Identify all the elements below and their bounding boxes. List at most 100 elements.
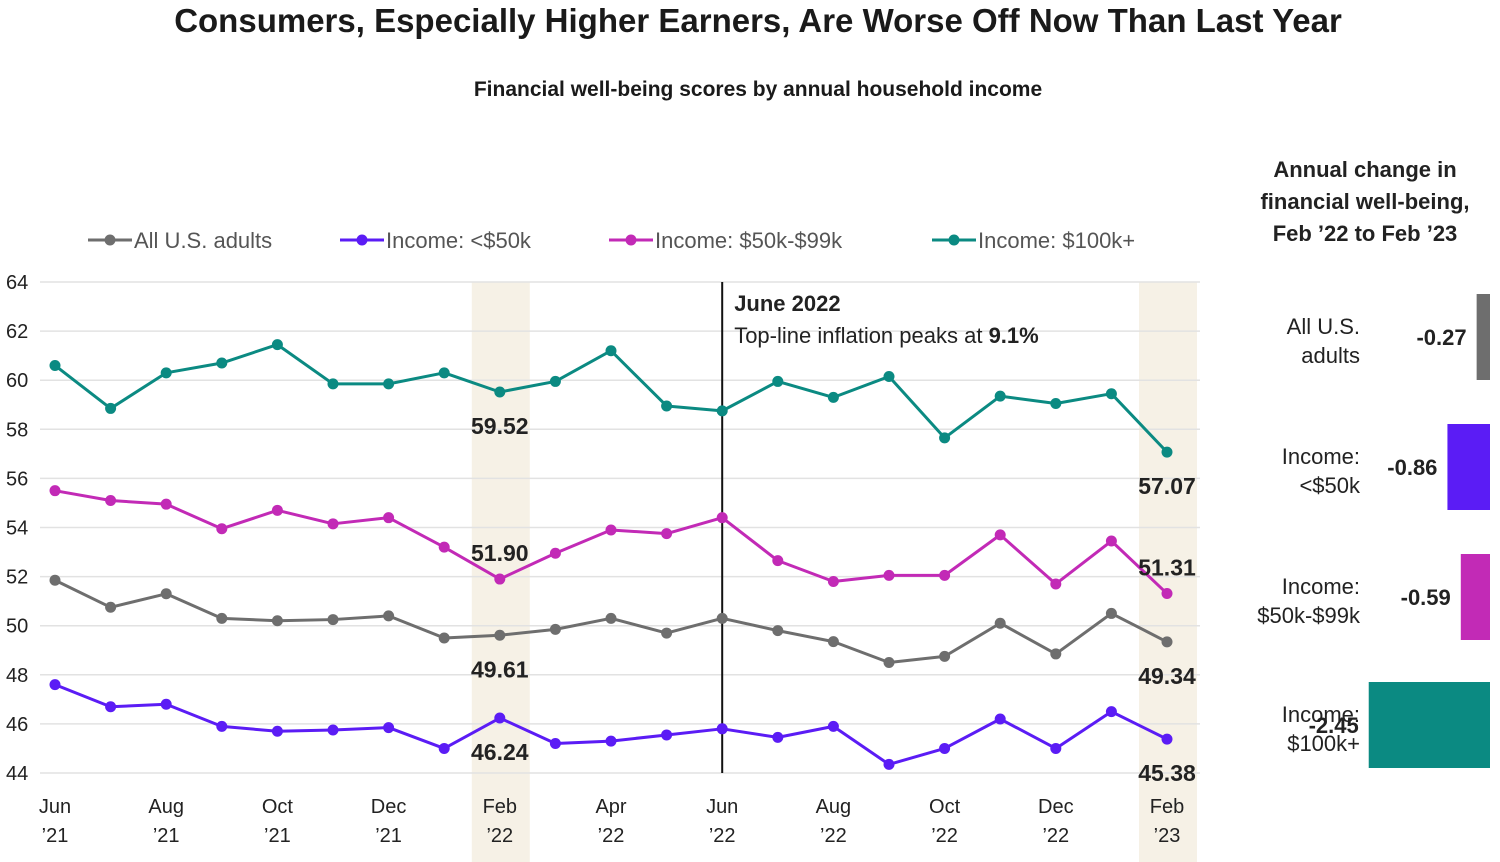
- data-point-income-50k: [383, 722, 395, 734]
- data-point-all-u-s-adults: [271, 615, 283, 627]
- data-point-all-u-s-adults: [1105, 607, 1117, 619]
- data-point-income-50k: [49, 679, 61, 691]
- legend-label: Income: <$50k: [386, 228, 532, 253]
- data-point-income-100k: [271, 339, 283, 351]
- y-tick-label: 60: [6, 370, 28, 392]
- x-tick-label: Oct: [262, 796, 294, 818]
- data-point-income-50k-99k: [49, 485, 61, 497]
- bar-income-100k: [1368, 682, 1490, 768]
- x-tick-label: ’22: [1042, 825, 1069, 847]
- annotation-text-prefix: Top-line inflation peaks at: [734, 323, 988, 348]
- annotation-title: June 2022: [734, 291, 840, 316]
- data-point-income-50k: [494, 712, 506, 724]
- y-tick-label: 44: [6, 763, 28, 785]
- series-lines: [49, 339, 1173, 770]
- x-tick-label: ’23: [1154, 825, 1181, 847]
- y-tick-label: 50: [6, 616, 28, 638]
- bar-category-label: Income:: [1282, 702, 1360, 727]
- x-tick-label: Aug: [148, 796, 184, 818]
- y-tick-label: 52: [6, 567, 28, 589]
- bar-category-label: All U.S.: [1287, 314, 1360, 339]
- chart-subtitle: Financial well-being scores by annual ho…: [473, 78, 1043, 101]
- highlight-band-feb-2023: [1139, 282, 1197, 862]
- data-point-income-50k-99k: [549, 547, 561, 559]
- data-point-income-50k-99k: [994, 529, 1006, 541]
- x-tick-label: ’22: [709, 825, 736, 847]
- data-point-all-u-s-adults: [383, 610, 395, 622]
- data-point-income-100k: [494, 386, 506, 398]
- legend-label: Income: $50k-$99k: [655, 228, 843, 253]
- data-point-income-50k-99k: [216, 523, 228, 535]
- bar-value-label: -0.27: [1416, 325, 1466, 350]
- data-point-all-u-s-adults: [605, 612, 617, 624]
- x-tick-label: ’21: [264, 825, 291, 847]
- x-tick-label: Jun: [39, 796, 71, 818]
- x-tick-label: ’22: [598, 825, 625, 847]
- x-tick-label: Jun: [706, 796, 738, 818]
- data-point-income-50k-99k: [327, 518, 339, 530]
- data-point-income-50k: [1105, 706, 1117, 718]
- data-point-income-100k: [383, 378, 395, 390]
- data-point-income-100k: [49, 359, 61, 371]
- data-point-income-50k: [438, 742, 450, 754]
- data-point-income-100k: [994, 390, 1006, 402]
- annual-change-chart: Annual change in financial well-being, Feb…: [1257, 157, 1490, 768]
- side-chart-title: financial well-being,: [1260, 189, 1469, 214]
- bar-income-50k: [1447, 424, 1490, 510]
- bar-income-50k-99k: [1460, 554, 1490, 640]
- legend-label: Income: $100k+: [978, 228, 1135, 253]
- data-point-income-50k: [1161, 733, 1173, 745]
- x-tick-label: Feb: [483, 796, 517, 818]
- bar-category-label: Income:: [1282, 574, 1360, 599]
- data-point-all-u-s-adults: [549, 623, 561, 635]
- bar-category-label: Income:: [1282, 444, 1360, 469]
- chart-title: Consumers, Especially Higher Earners, Ar…: [174, 2, 1342, 39]
- annotation-text: Top-line inflation peaks at 9.1%: [734, 323, 1039, 348]
- x-tick-label: ’22: [820, 825, 847, 847]
- data-point-income-100k: [661, 400, 673, 412]
- data-point-all-u-s-adults: [716, 612, 728, 624]
- bar-all-u-s-adults: [1476, 294, 1490, 380]
- annotation-text-value: 9.1%: [989, 323, 1039, 348]
- legend: All U.S. adults Income: <$50k Income: $50k…: [88, 228, 1135, 253]
- x-tick-label: ’22: [931, 825, 958, 847]
- data-point-all-u-s-adults: [49, 574, 61, 586]
- y-tick-label: 54: [6, 518, 28, 540]
- data-point-income-50k: [105, 701, 117, 713]
- gridlines: [40, 281, 1200, 774]
- x-axis-ticks: Jun ’21 Aug ’21 Oct ’21 Dec ’21 Feb ’22 Apr ’22 Jun ’…: [39, 796, 1184, 847]
- data-point-income-50k-99k: [827, 576, 839, 588]
- data-label: 49.34: [1138, 663, 1196, 689]
- bar-value-label: -2.45: [1309, 713, 1359, 738]
- data-point-income-100k: [716, 405, 728, 417]
- data-point-income-50k: [327, 724, 339, 736]
- y-axis-ticks: 44 46 48 50 52 54 56 58 60 62 64: [6, 272, 28, 785]
- data-point-income-50k-99k: [1050, 578, 1062, 590]
- data-point-income-100k: [105, 402, 117, 414]
- data-point-income-50k-99k: [1105, 535, 1117, 547]
- x-tick-label: ’21: [42, 825, 69, 847]
- data-point-income-50k: [827, 720, 839, 732]
- side-chart-title: Feb ’22 to Feb ’23: [1273, 221, 1458, 246]
- data-point-all-u-s-adults: [994, 617, 1006, 629]
- data-point-income-50k-99k: [1161, 588, 1173, 600]
- data-point-income-50k-99k: [605, 524, 617, 536]
- data-point-income-50k-99k: [716, 512, 728, 524]
- data-point-all-u-s-adults: [216, 612, 228, 624]
- data-point-all-u-s-adults: [105, 601, 117, 613]
- data-label: 59.52: [471, 413, 529, 439]
- y-tick-label: 56: [6, 468, 28, 490]
- x-tick-label: Apr: [595, 796, 626, 818]
- data-point-income-100k: [772, 375, 784, 387]
- bar-value-label: -0.59: [1401, 585, 1451, 610]
- bar-category-label: adults: [1301, 343, 1360, 368]
- data-point-income-100k: [438, 367, 450, 379]
- data-point-income-50k-99k: [939, 569, 951, 581]
- data-point-all-u-s-adults: [494, 629, 506, 641]
- x-tick-label: Dec: [371, 796, 407, 818]
- x-tick-label: ’22: [486, 825, 513, 847]
- data-point-all-u-s-adults: [772, 625, 784, 637]
- data-label: 57.07: [1138, 473, 1196, 499]
- legend-marker: [625, 234, 637, 246]
- data-point-all-u-s-adults: [1050, 648, 1062, 660]
